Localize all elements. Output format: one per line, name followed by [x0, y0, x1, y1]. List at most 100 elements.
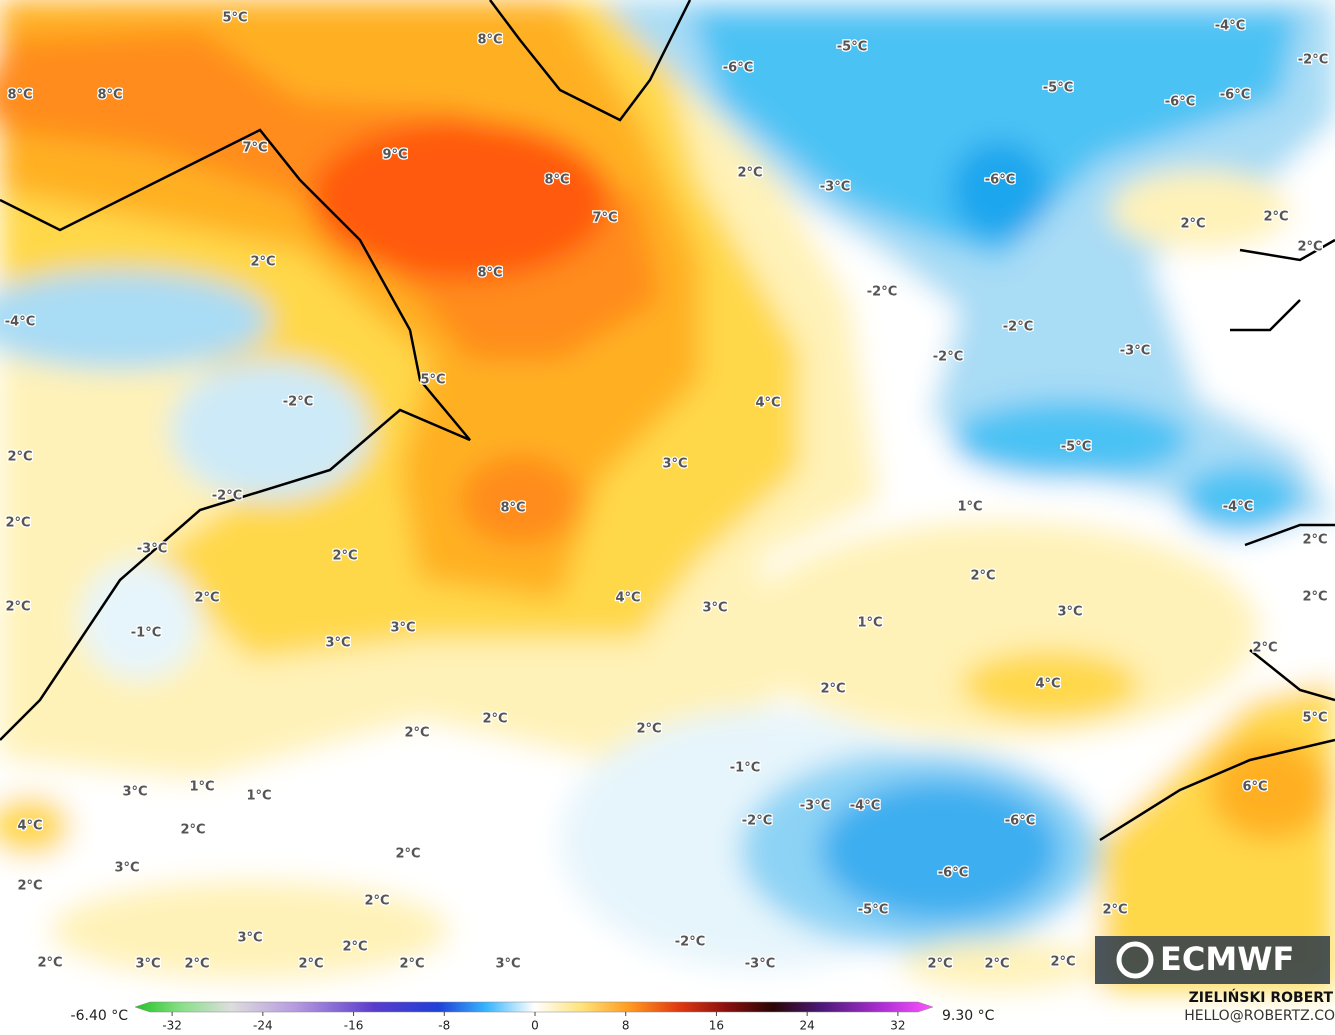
contour-label: 2°C	[1252, 641, 1277, 656]
contour-label: 3°C	[495, 957, 520, 972]
contour-label: 8°C	[97, 88, 122, 103]
contour-label: 1°C	[957, 500, 982, 515]
colorbar-tick-label: 24	[800, 1019, 815, 1033]
contour-label: 9°C	[382, 148, 407, 163]
contour-label: 2°C	[737, 166, 762, 181]
contour-label: 3°C	[1057, 605, 1082, 620]
contour-label: 3°C	[702, 601, 727, 616]
contour-label: 8°C	[500, 501, 525, 516]
contour-label: 7°C	[242, 141, 267, 156]
contour-label: 2°C	[636, 722, 661, 737]
contour-label: 2°C	[1263, 210, 1288, 225]
contour-label: -5°C	[1061, 440, 1091, 455]
contour-label: 3°C	[135, 957, 160, 972]
contour-label: 6°C	[1242, 780, 1267, 795]
contour-label: 2°C	[927, 957, 952, 972]
contour-label: 2°C	[970, 569, 995, 584]
contour-label: -5°C	[837, 40, 867, 55]
contour-labels: 5°C 8°C 8°C 8°C 7°C 9°C 8°C 7°C 2°C -6°C -5°C -4°C -…	[4, 9, 1330, 973]
contour-label: 3°C	[325, 636, 350, 651]
contour-label: -3°C	[137, 542, 167, 557]
contour-label: 3°C	[237, 931, 262, 946]
contour-label: -6°C	[938, 866, 968, 881]
contour-label: 2°C	[5, 600, 30, 615]
contour-label: -3°C	[1120, 344, 1150, 359]
contour-label: -3°C	[820, 180, 850, 195]
logo: ECMWF	[1095, 936, 1330, 984]
contour-label: -4°C	[850, 799, 880, 814]
contour-label: 5°C	[222, 11, 247, 26]
contour-label: 4°C	[755, 396, 780, 411]
contour-label: 2°C	[820, 682, 845, 697]
contour-label: -6°C	[985, 173, 1015, 188]
contour-label: -4°C	[1215, 19, 1245, 34]
contour-label: -3°C	[745, 957, 775, 972]
contour-label: 2°C	[1302, 533, 1327, 548]
credit-email: HELLO@ROBERTZ.CO	[1184, 1008, 1335, 1024]
contour-label: 2°C	[404, 726, 429, 741]
contour-label: 2°C	[364, 894, 389, 909]
contour-label: 2°C	[5, 516, 30, 531]
contour-label: 3°C	[390, 621, 415, 636]
contour-label: -2°C	[1298, 53, 1328, 68]
colorbar-max: 9.30 °C	[942, 1008, 995, 1024]
contour-label: -2°C	[933, 350, 963, 365]
contour-label: 2°C	[7, 450, 32, 465]
colorbar-min: -6.40 °C	[71, 1008, 129, 1024]
coastlines	[0, 0, 1335, 842]
contour-label: 7°C	[592, 211, 617, 226]
colorbar-tick-label: 32	[890, 1019, 905, 1033]
colorbar-tick-label: -16	[344, 1019, 364, 1033]
contour-label: -1°C	[730, 761, 760, 776]
contour-label: 2°C	[342, 940, 367, 955]
contour-label: 2°C	[1050, 955, 1075, 970]
contour-label: -6°C	[723, 61, 753, 76]
contour-label: -5°C	[1043, 81, 1073, 96]
contour-label: 2°C	[395, 847, 420, 862]
contour-label: 2°C	[1297, 240, 1322, 255]
contour-label: 4°C	[615, 591, 640, 606]
colorbar-tick-label: 16	[709, 1019, 724, 1033]
contour-label: 2°C	[482, 712, 507, 727]
anomaly-field	[0, 0, 1335, 990]
contour-label: 5°C	[420, 373, 445, 388]
contour-label: 2°C	[1102, 903, 1127, 918]
contour-label: 2°C	[984, 957, 1009, 972]
contour-label: 5°C	[1302, 711, 1327, 726]
colorbar-ramp	[134, 1001, 934, 1013]
contour-label: 3°C	[114, 861, 139, 876]
contour-label: 2°C	[17, 879, 42, 894]
contour-label: 3°C	[122, 785, 147, 800]
contour-label: 1°C	[189, 780, 214, 795]
contour-label: 3°C	[662, 457, 687, 472]
contour-label: 2°C	[332, 549, 357, 564]
contour-label: -2°C	[212, 489, 242, 504]
colorbar: -6.40 °C 9.30 °C -32 -24 -16 -8 0 8 16 24 32	[71, 1001, 995, 1033]
contour-label: -2°C	[742, 814, 772, 829]
contour-label: -1°C	[131, 626, 161, 641]
contour-label: -2°C	[1003, 320, 1033, 335]
colorbar-tick-label: 0	[531, 1019, 539, 1033]
contour-label: 4°C	[17, 819, 42, 834]
contour-label: 2°C	[250, 255, 275, 270]
contour-label: 4°C	[1035, 677, 1060, 692]
colorbar-tick-label: -24	[253, 1019, 273, 1033]
colorbar-tick-label: -32	[162, 1019, 182, 1033]
contour-label: -6°C	[1220, 88, 1250, 103]
contour-label: 2°C	[1180, 217, 1205, 232]
contour-label: 1°C	[246, 789, 271, 804]
colorbar-tick-label: -8	[438, 1019, 450, 1033]
contour-label: -2°C	[283, 395, 313, 410]
contour-label: -4°C	[1223, 500, 1253, 515]
contour-label: 1°C	[857, 616, 882, 631]
logo-icon	[1116, 941, 1154, 979]
logo-text: ECMWF	[1160, 940, 1294, 978]
contour-label: -2°C	[675, 935, 705, 950]
contour-label: 2°C	[298, 957, 323, 972]
contour-label: 2°C	[184, 957, 209, 972]
contour-label: 2°C	[1302, 590, 1327, 605]
contour-label: 8°C	[477, 266, 502, 281]
contour-label: -6°C	[1005, 814, 1035, 829]
contour-label: 8°C	[544, 173, 569, 188]
